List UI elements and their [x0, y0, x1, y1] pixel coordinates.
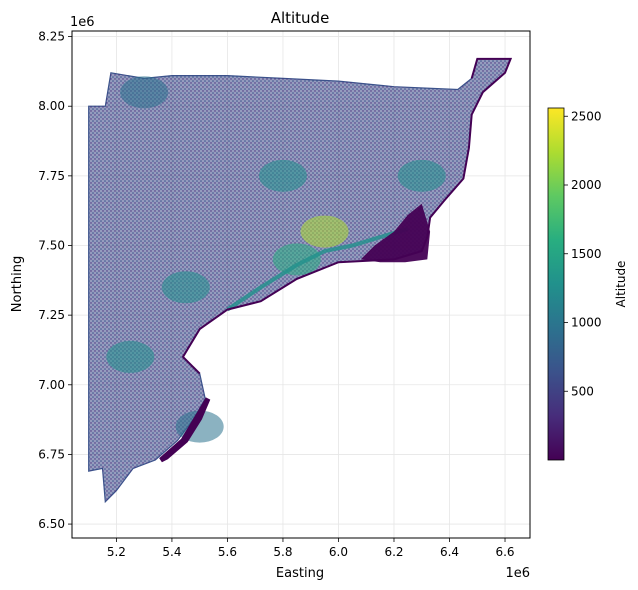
y-offset-label: 1e6 — [70, 15, 95, 30]
x-tick-label: 6.0 — [329, 545, 348, 559]
y-tick-label: 6.75 — [38, 447, 65, 461]
colorbar-tick-label: 2000 — [571, 178, 602, 192]
chart-title: Altitude — [271, 9, 330, 27]
colorbar-tick-label: 500 — [571, 384, 594, 398]
x-tick-label: 6.4 — [440, 545, 459, 559]
x-tick-label: 5.8 — [273, 545, 292, 559]
coastal-lowland-points — [360, 203, 431, 263]
colorbar — [547, 107, 565, 461]
x-tick-label: 5.2 — [107, 545, 126, 559]
highland-patch-5 — [120, 76, 169, 109]
data-layer — [88, 57, 513, 504]
highland-patch-7 — [397, 159, 446, 192]
x-axis: 5.2 5.4 5.6 5.8 6.0 6.2 6.4 6.6 — [107, 538, 515, 559]
colorbar-tick-label: 1500 — [571, 247, 602, 261]
y-tick-label: 8.00 — [38, 99, 65, 113]
highland-patch-0 — [106, 340, 155, 373]
highland-patch-4 — [272, 243, 321, 276]
y-axis-label: Northing — [10, 256, 25, 312]
x-tick-label: 5.4 — [162, 545, 181, 559]
colorbar-ticks: 500 1000 1500 2000 2500 — [564, 109, 602, 398]
x-tick-label: 6.2 — [384, 545, 403, 559]
y-tick-label: 7.25 — [38, 308, 65, 322]
coastline-points — [181, 57, 513, 375]
highland-patch-1 — [161, 271, 210, 304]
highland-patch-3 — [300, 215, 349, 248]
colorbar-tick-label: 1000 — [571, 316, 602, 330]
colorbar-label: Altitude — [614, 261, 628, 308]
x-offset-label: 1e6 — [505, 566, 530, 581]
southern-lowland-points — [159, 397, 211, 463]
colorbar-tick-label: 2500 — [571, 109, 602, 123]
y-axis: 6.50 6.75 7.00 7.25 7.50 7.75 8.00 8.25 — [38, 30, 72, 531]
y-tick-label: 6.50 — [38, 517, 65, 531]
region-texture — [88, 58, 511, 502]
x-axis-label: Easting — [276, 566, 324, 581]
x-tick-label: 5.6 — [218, 545, 237, 559]
y-tick-label: 7.75 — [38, 169, 65, 183]
y-tick-label: 7.00 — [38, 378, 65, 392]
y-tick-label: 8.25 — [38, 30, 65, 44]
highland-patch-2 — [258, 159, 307, 192]
y-tick-label: 7.50 — [38, 239, 65, 253]
x-tick-label: 6.6 — [495, 545, 514, 559]
escarpment-points — [226, 226, 409, 312]
plot-frame — [71, 30, 531, 539]
